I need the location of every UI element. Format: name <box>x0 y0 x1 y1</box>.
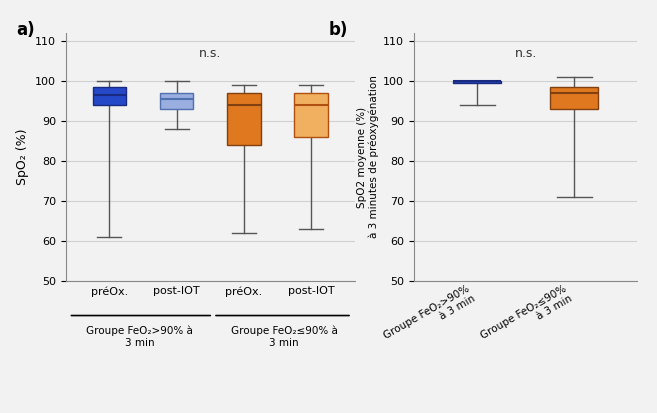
Bar <box>550 87 599 109</box>
Y-axis label: SpO2 moyenne (%)
à 3 minutes de préoxygénation: SpO2 moyenne (%) à 3 minutes de préoxygé… <box>357 76 379 238</box>
Bar <box>453 81 501 83</box>
Text: n.s.: n.s. <box>199 47 221 59</box>
Bar <box>160 93 193 109</box>
Bar <box>93 87 126 105</box>
Text: a): a) <box>16 21 35 39</box>
Text: Groupe FeO₂≤90% à
3 min: Groupe FeO₂≤90% à 3 min <box>231 325 338 348</box>
Bar <box>227 93 261 145</box>
Text: Groupe FeO₂>90% à
3 min: Groupe FeO₂>90% à 3 min <box>86 325 193 348</box>
Text: n.s.: n.s. <box>514 47 537 59</box>
Text: b): b) <box>329 21 348 39</box>
Bar <box>294 93 328 137</box>
Y-axis label: SpO₂ (%): SpO₂ (%) <box>16 129 30 185</box>
